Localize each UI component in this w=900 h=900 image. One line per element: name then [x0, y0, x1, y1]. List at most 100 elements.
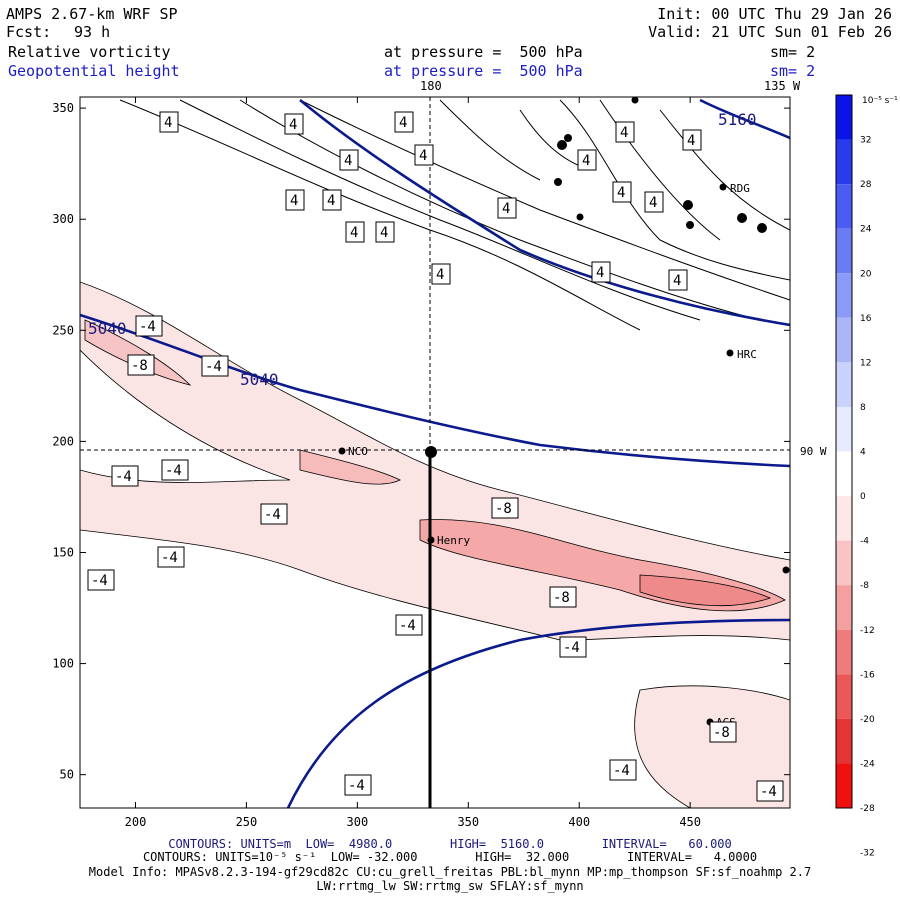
label-box: -4	[260, 503, 288, 525]
colorbar-tick-label: -24	[860, 759, 875, 769]
vort-label-neg4: -4	[115, 469, 132, 485]
lon-180-label: 180	[420, 79, 442, 93]
colorbar-tick-label: -28	[860, 804, 875, 814]
colorbar-swatch	[836, 451, 852, 497]
vort-label-4: 4	[673, 273, 681, 289]
vort-label-4: 4	[380, 225, 388, 241]
colorbar-swatch	[836, 317, 852, 363]
station-clusters	[554, 134, 767, 233]
vort-label-4: 4	[649, 195, 657, 211]
colorbar-swatch	[836, 228, 852, 274]
vort-label-4: 4	[344, 153, 352, 169]
label-box: -8	[127, 354, 155, 376]
colorbar-tick-label: 4	[860, 448, 866, 458]
y-tick-label: 300	[52, 212, 74, 226]
label-box: 4	[375, 221, 395, 243]
vort-label-4: 4	[399, 115, 407, 131]
label-box: 4	[591, 261, 611, 283]
forecast-label: Fcst:	[6, 23, 52, 41]
station-label-rdg: RDG	[730, 182, 750, 195]
init-time: Init: 00 UTC Thu 29 Jan 26	[657, 5, 892, 23]
vort-label-neg4: -4	[399, 618, 416, 634]
footer-height-contours: CONTOURS: UNITS=m LOW= 4980.0 HIGH= 5160…	[168, 837, 732, 851]
colorbar-swatch	[836, 139, 852, 185]
label-box: -4	[135, 315, 163, 337]
field1-smoothing: sm= 2	[770, 43, 816, 61]
vort-label-neg4: -4	[139, 319, 156, 335]
label-box: 4	[394, 111, 414, 133]
x-tick-label: 450	[679, 815, 701, 829]
colorbar-swatch	[836, 184, 852, 229]
x-tick-label: 400	[568, 815, 590, 829]
colorbar-tick-label: 32	[860, 136, 871, 146]
colorbar-frame	[835, 94, 853, 809]
lon-135w-label: 135 W	[764, 79, 801, 93]
vort-label-4: 4	[289, 117, 297, 133]
height-label-5040: 5040	[240, 370, 279, 389]
field2-level: at pressure = 500 hPa	[384, 62, 583, 80]
label-box: 4	[285, 189, 305, 211]
colorbar-swatch	[836, 406, 852, 452]
colorbar-swatch	[836, 585, 852, 630]
label-box: -4	[344, 774, 372, 796]
vort-label-neg8: -8	[713, 725, 730, 741]
field1-name: Relative vorticity	[8, 43, 171, 61]
height-contour-5160-east	[699, 98, 790, 140]
colorbar-tick-label: -16	[860, 670, 875, 680]
vort-label-4: 4	[596, 265, 604, 281]
vort-label-neg4: -4	[613, 763, 630, 779]
field2-smoothing: sm= 2	[770, 62, 816, 80]
label-box: -8	[709, 721, 737, 743]
vort-label-4: 4	[164, 115, 172, 131]
vort-label-4: 4	[502, 201, 510, 217]
label-box: -4	[87, 569, 115, 591]
vorticity-shade-core1	[299, 449, 401, 485]
label-box: -8	[491, 497, 519, 519]
vort-label-4: 4	[436, 267, 444, 283]
label-box: 4	[339, 149, 359, 171]
colorbar-unit: 10⁻⁵ s⁻¹	[862, 96, 898, 106]
label-box: 4	[414, 144, 434, 166]
vort-label-4: 4	[350, 225, 358, 241]
section-origin-marker	[425, 446, 437, 458]
y-axis: 50 100 150 200 250 300 350	[52, 101, 790, 782]
colorbar-swatch	[836, 718, 852, 764]
label-box: 4	[345, 221, 365, 243]
height-contour-5040	[80, 313, 790, 468]
vort-label-4: 4	[582, 153, 590, 169]
y-tick-label: 250	[52, 323, 74, 337]
colorbar-swatch	[836, 95, 852, 140]
vort-label-neg4: -4	[161, 550, 178, 566]
vort-label-4: 4	[290, 193, 298, 209]
label-box: -4	[756, 780, 784, 802]
y-tick-label: 50	[60, 768, 74, 782]
colorbar-tick-label: 12	[860, 358, 871, 368]
vort-label-neg4: -4	[91, 573, 108, 589]
vorticity-shade-lower	[634, 685, 790, 808]
label-box: 4	[644, 191, 664, 213]
colorbar-tick-label: 16	[860, 314, 872, 324]
label-box: 4	[284, 113, 304, 135]
colorbar-tick-label: -32	[860, 849, 875, 859]
colorbar-swatch	[836, 763, 852, 808]
vort-label-neg8: -8	[131, 358, 148, 374]
height-label-5040-west: 5040	[88, 319, 127, 338]
colorbar-swatch	[836, 629, 852, 675]
vort-label-neg4: -4	[264, 507, 281, 523]
height-contours	[80, 98, 790, 808]
y-tick-label: 100	[52, 657, 74, 671]
label-box: 4	[322, 189, 342, 211]
y-tick-label: 150	[52, 545, 74, 559]
plot-content	[80, 97, 790, 808]
colorbar-tick-label: -20	[860, 715, 875, 725]
x-tick-label: 300	[347, 815, 369, 829]
height-contour-5160-north	[299, 99, 790, 327]
label-box: 4	[497, 197, 517, 219]
forecast-hour: 93 h	[74, 23, 111, 41]
vort-label-4: 4	[620, 125, 628, 141]
colorbar-swatch	[836, 674, 852, 719]
colorbar-tick-label: 28	[860, 180, 872, 190]
colorbar-swatch	[836, 273, 852, 318]
label-box: -4	[111, 465, 139, 487]
